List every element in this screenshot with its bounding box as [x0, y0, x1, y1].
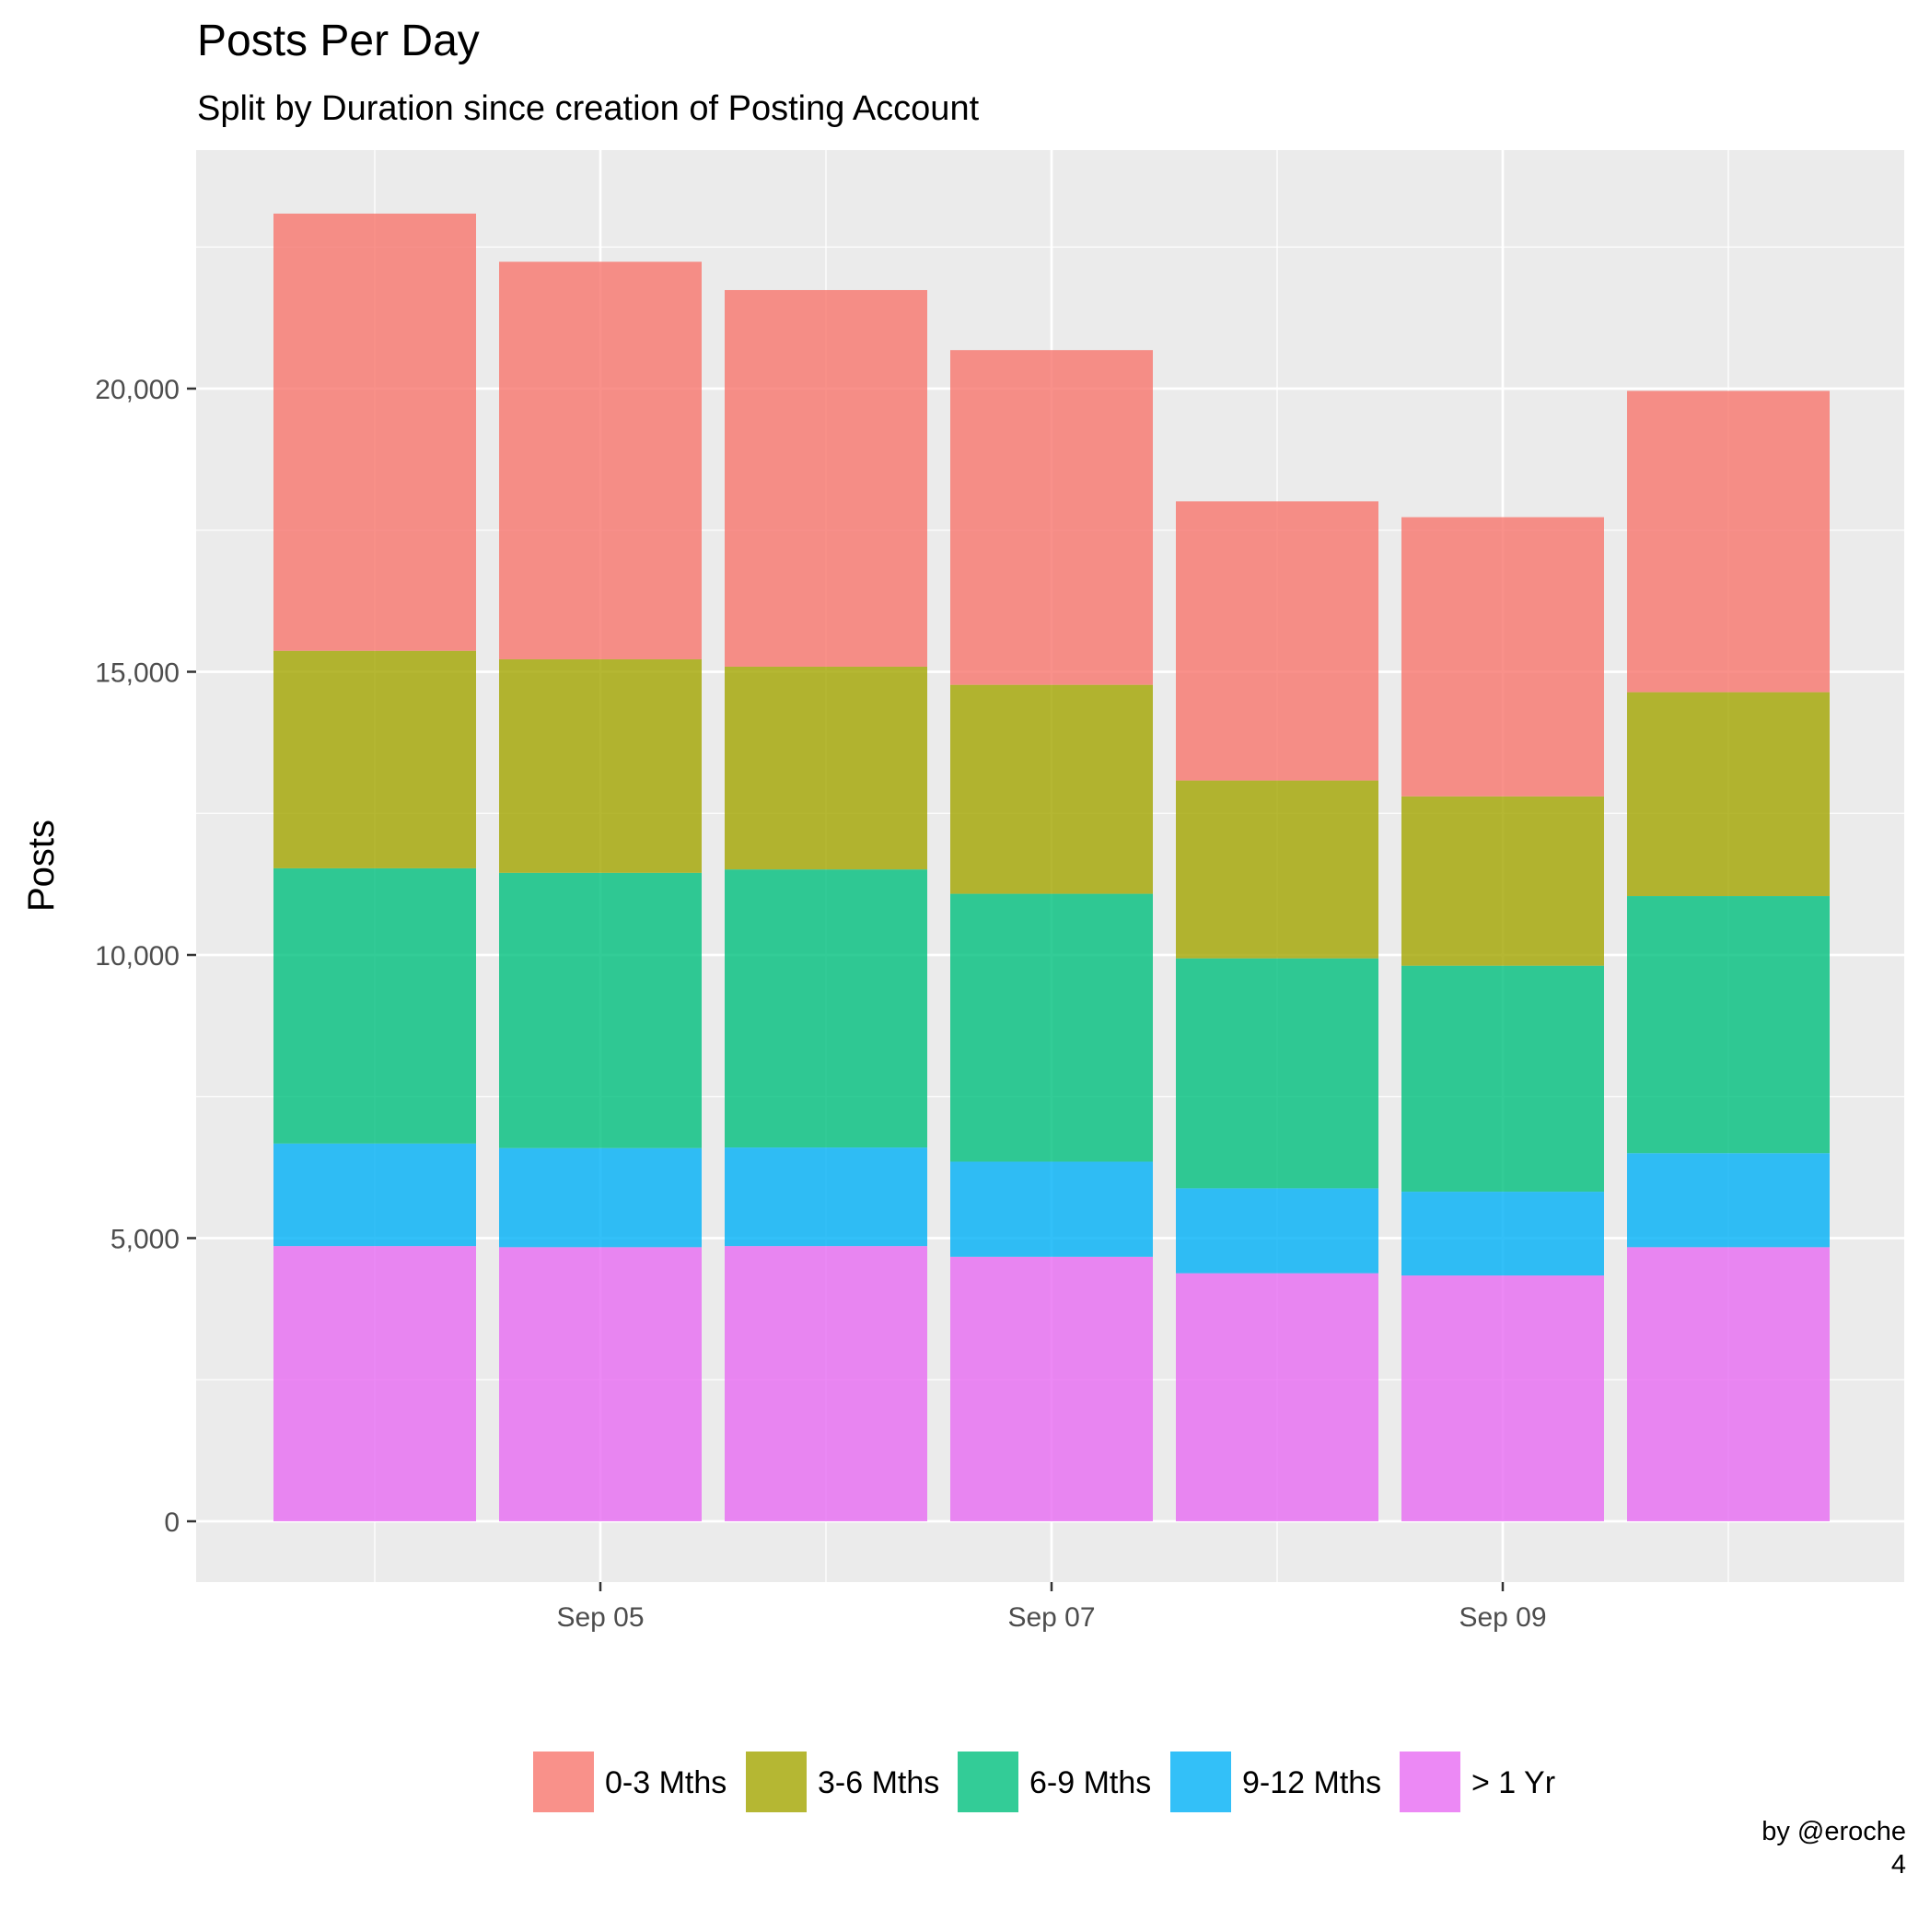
bar-segment [1401, 965, 1604, 1193]
legend: 0-3 Mths 3-6 Mths 6-9 Mths 9-12 Mths > 1 Yr [533, 1752, 1555, 1812]
x-tick-label: Sep 09 [1459, 1602, 1546, 1633]
bar-segment [950, 1161, 1153, 1257]
bar-segment [1627, 896, 1830, 1154]
caption-line-1: by @eroche [1761, 1817, 1906, 1846]
bar-segment [499, 262, 702, 659]
caption-line-2: 4 [1891, 1850, 1906, 1880]
x-axis: Sep 05 Sep 07 Sep 09 [556, 1582, 1547, 1633]
bar-segment [499, 1147, 702, 1248]
bar-segment [1401, 1275, 1604, 1521]
bar-segment [499, 872, 702, 1148]
x-tick-label: Sep 05 [556, 1602, 644, 1633]
legend-label: 0-3 Mths [605, 1765, 727, 1800]
legend-key [1170, 1752, 1231, 1812]
bar-segment [1401, 1192, 1604, 1276]
bar-segment [1627, 390, 1830, 692]
bar-segment [1176, 1188, 1378, 1274]
chart-title: Posts Per Day [197, 17, 480, 65]
bar-segment [950, 684, 1153, 894]
bar-segment [1176, 780, 1378, 959]
y-tick-label: 0 [164, 1507, 180, 1538]
bar-segment [1401, 796, 1604, 966]
bar-segment [950, 1256, 1153, 1521]
bar-segment [1401, 517, 1604, 797]
legend-key [533, 1752, 594, 1812]
bar-segment [1627, 692, 1830, 897]
legend-key [958, 1752, 1018, 1812]
bar-segment [273, 867, 476, 1144]
bar-segment [950, 893, 1153, 1162]
legend-key [746, 1752, 807, 1812]
y-tick-label: 15,000 [95, 658, 180, 689]
y-tick-label: 10,000 [95, 941, 180, 972]
bar-segment [499, 1247, 702, 1521]
x-tick-label: Sep 07 [1007, 1602, 1095, 1633]
chart-subtitle: Split by Duration since creation of Post… [197, 89, 980, 128]
bar-segment [1176, 1273, 1378, 1521]
bar-segment [499, 658, 702, 873]
bar-segment [950, 350, 1153, 685]
bar-segment [1176, 501, 1378, 781]
bar-segment [725, 666, 927, 870]
y-tick-label: 5,000 [110, 1225, 180, 1255]
bar-segment [273, 213, 476, 651]
bars-group [273, 213, 1830, 1521]
y-axis: 0 5,000 10,000 15,000 20,000 [95, 375, 196, 1538]
legend-key [1400, 1752, 1460, 1812]
bar-segment [725, 289, 927, 667]
bar-segment [273, 1143, 476, 1247]
bar-segment [273, 650, 476, 868]
legend-label: 9-12 Mths [1242, 1765, 1381, 1800]
bar-segment [273, 1246, 476, 1521]
bar-segment [725, 869, 927, 1148]
bar-segment [725, 1246, 927, 1521]
legend-label: 6-9 Mths [1029, 1765, 1151, 1800]
y-axis-title: Posts [21, 820, 62, 912]
bar-segment [1627, 1153, 1830, 1248]
bar-segment [725, 1147, 927, 1247]
bar-segment [1627, 1247, 1830, 1521]
bar-segment [1176, 958, 1378, 1189]
y-tick-label: 20,000 [95, 375, 180, 405]
legend-label: > 1 Yr [1471, 1765, 1555, 1800]
legend-label: 3-6 Mths [818, 1765, 939, 1800]
